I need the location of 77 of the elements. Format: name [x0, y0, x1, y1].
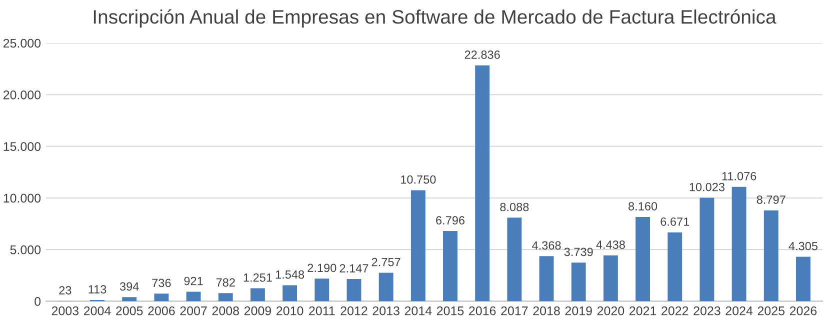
- x-tick-label: 2024: [726, 306, 753, 316]
- x-tick-label: 2004: [84, 306, 111, 316]
- data-label: 8.797: [756, 196, 786, 204]
- x-tick-label: 2012: [340, 306, 368, 316]
- x-tick-label: 2021: [630, 306, 656, 316]
- bar: [250, 288, 265, 302]
- x-tick-label: 2018: [533, 306, 560, 316]
- y-tick-label: 25.000: [3, 38, 41, 48]
- data-label: 11.076: [722, 172, 756, 180]
- data-label: 782: [216, 278, 235, 287]
- data-label: 4.305: [788, 242, 818, 250]
- data-label: 4.438: [596, 240, 625, 249]
- data-label: 8.088: [500, 202, 529, 212]
- data-label: 3.739: [564, 248, 593, 256]
- bar: [410, 190, 426, 302]
- data-label: 6.796: [436, 216, 464, 225]
- y-tick-label: 20.000: [3, 90, 41, 100]
- data-label: 1.251: [244, 273, 272, 282]
- data-label: 394: [120, 282, 139, 291]
- x-tick-label: 2013: [372, 306, 400, 316]
- bar: [764, 210, 778, 302]
- data-label: 10.023: [690, 182, 724, 192]
- bar: [282, 285, 298, 302]
- data-label: 1.548: [276, 270, 304, 279]
- data-label: 6.671: [660, 217, 690, 226]
- bar: [378, 272, 394, 302]
- bar: [636, 216, 650, 302]
- x-tick-label: 2003: [52, 306, 79, 316]
- x-tick-label: 2017: [501, 306, 528, 316]
- bar: [218, 293, 233, 302]
- x-tick-label: 2022: [662, 306, 688, 316]
- data-label: 736: [152, 278, 171, 288]
- bar: [603, 255, 618, 302]
- x-tick-label: 2011: [309, 306, 335, 316]
- bar: [475, 65, 490, 302]
- x-tick-label: 2020: [597, 306, 624, 316]
- x-tick-label: 2007: [180, 306, 207, 316]
- x-tick-label: 2025: [758, 306, 785, 316]
- data-label: 921: [184, 276, 203, 286]
- data-label: 23: [59, 286, 72, 294]
- x-tick-label: 2019: [565, 306, 592, 316]
- x-tick-label: 2015: [436, 306, 464, 316]
- x-tick-label: 2006: [148, 306, 175, 316]
- data-label: 4.368: [532, 241, 561, 250]
- bar: [154, 294, 169, 302]
- bar: [443, 231, 458, 302]
- bar: [668, 232, 682, 302]
- chart-title: Inscripción Anual de Empresas en Software de Mercado de Factura Electrónica: [94, 9, 776, 28]
- bar: [700, 198, 714, 302]
- bar: [796, 256, 810, 302]
- bar: [314, 278, 330, 302]
- data-label: 22.836: [464, 50, 500, 59]
- y-tick-label: 10.000: [4, 194, 41, 203]
- data-label: 2.147: [340, 264, 368, 272]
- x-tick-label: 2023: [694, 306, 720, 316]
- y-tick-label: 5.000: [10, 245, 41, 254]
- y-tick-label: 15.000: [4, 142, 41, 151]
- bar: [732, 186, 746, 302]
- bar: [571, 262, 586, 302]
- x-tick-label: 2008: [212, 306, 239, 316]
- data-label: 2.190: [308, 264, 336, 272]
- x-tick-label: 2005: [116, 306, 143, 316]
- data-label: 113: [88, 285, 106, 294]
- x-tick-label: 2026: [790, 306, 817, 316]
- bar: [539, 256, 554, 302]
- data-label: 10.750: [401, 175, 436, 184]
- data-label: 2.757: [372, 258, 400, 266]
- y-tick-label: 0: [34, 297, 41, 306]
- bar: [507, 218, 522, 302]
- x-tick-label: 2014: [404, 306, 432, 316]
- bar: [186, 292, 201, 302]
- x-tick-label: 2010: [276, 306, 304, 316]
- x-tick-label: 2009: [244, 306, 272, 316]
- bar: [122, 297, 137, 302]
- data-label: 8.160: [628, 202, 658, 210]
- x-tick-label: 2016: [469, 306, 496, 316]
- bar: [346, 279, 362, 302]
